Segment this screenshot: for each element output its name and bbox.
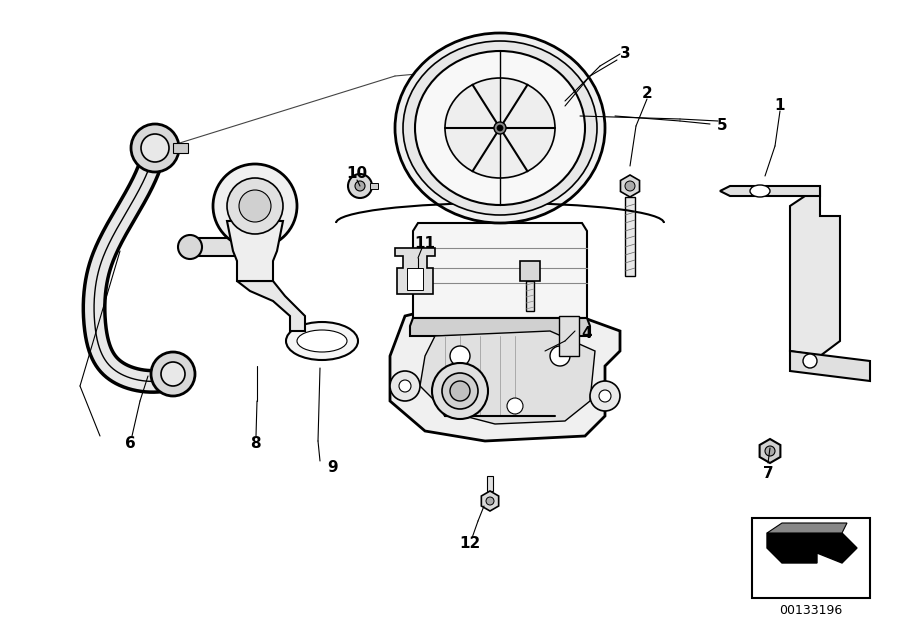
Circle shape xyxy=(803,354,817,368)
Circle shape xyxy=(599,390,611,402)
Circle shape xyxy=(161,362,185,386)
Circle shape xyxy=(442,373,478,409)
Bar xyxy=(190,238,235,256)
Text: 1: 1 xyxy=(775,99,785,113)
Polygon shape xyxy=(767,523,847,533)
Ellipse shape xyxy=(403,41,597,215)
Bar xyxy=(559,316,579,356)
Text: 2: 2 xyxy=(642,86,652,102)
Circle shape xyxy=(625,181,635,191)
Circle shape xyxy=(507,398,523,414)
Circle shape xyxy=(213,164,297,248)
Circle shape xyxy=(348,174,372,198)
Text: 7: 7 xyxy=(762,466,773,481)
Polygon shape xyxy=(410,318,590,336)
Circle shape xyxy=(494,122,506,134)
Circle shape xyxy=(497,125,503,131)
Polygon shape xyxy=(790,351,870,381)
Circle shape xyxy=(450,381,470,401)
Text: 8: 8 xyxy=(249,436,260,452)
Circle shape xyxy=(131,124,179,172)
Polygon shape xyxy=(395,248,435,294)
Ellipse shape xyxy=(445,78,555,178)
Polygon shape xyxy=(760,439,780,463)
Circle shape xyxy=(355,181,365,191)
Bar xyxy=(625,197,635,276)
Circle shape xyxy=(390,371,420,401)
Circle shape xyxy=(151,352,195,396)
Polygon shape xyxy=(441,336,559,416)
Circle shape xyxy=(590,381,620,411)
Ellipse shape xyxy=(395,33,605,223)
Polygon shape xyxy=(790,186,840,356)
Circle shape xyxy=(486,497,494,505)
Polygon shape xyxy=(482,491,499,511)
Circle shape xyxy=(765,446,775,456)
Text: 6: 6 xyxy=(124,436,135,452)
Text: 00133196: 00133196 xyxy=(779,604,842,616)
Text: 5: 5 xyxy=(716,118,727,134)
Text: 3: 3 xyxy=(620,46,630,62)
Polygon shape xyxy=(390,311,620,441)
Text: 11: 11 xyxy=(415,237,436,251)
Circle shape xyxy=(450,346,470,366)
Text: 12: 12 xyxy=(459,536,481,551)
Circle shape xyxy=(178,235,202,259)
Bar xyxy=(407,268,423,290)
Polygon shape xyxy=(767,533,857,563)
Polygon shape xyxy=(720,186,820,196)
Polygon shape xyxy=(620,175,640,197)
Bar xyxy=(370,183,378,189)
Circle shape xyxy=(550,346,570,366)
Bar xyxy=(520,261,540,281)
Bar xyxy=(487,476,493,491)
Polygon shape xyxy=(227,221,283,281)
Ellipse shape xyxy=(415,51,585,205)
Text: 9: 9 xyxy=(328,460,338,476)
Ellipse shape xyxy=(286,322,358,360)
Bar xyxy=(526,281,534,311)
Ellipse shape xyxy=(750,185,770,197)
Ellipse shape xyxy=(297,330,347,352)
Bar xyxy=(752,518,870,598)
Circle shape xyxy=(239,190,271,222)
Polygon shape xyxy=(420,331,595,424)
Circle shape xyxy=(432,363,488,419)
Circle shape xyxy=(141,134,169,162)
Circle shape xyxy=(227,178,283,234)
Polygon shape xyxy=(237,281,305,331)
Polygon shape xyxy=(413,223,587,318)
Bar xyxy=(173,143,188,153)
Text: 10: 10 xyxy=(346,167,367,181)
Circle shape xyxy=(399,380,411,392)
Text: 4: 4 xyxy=(581,326,592,342)
